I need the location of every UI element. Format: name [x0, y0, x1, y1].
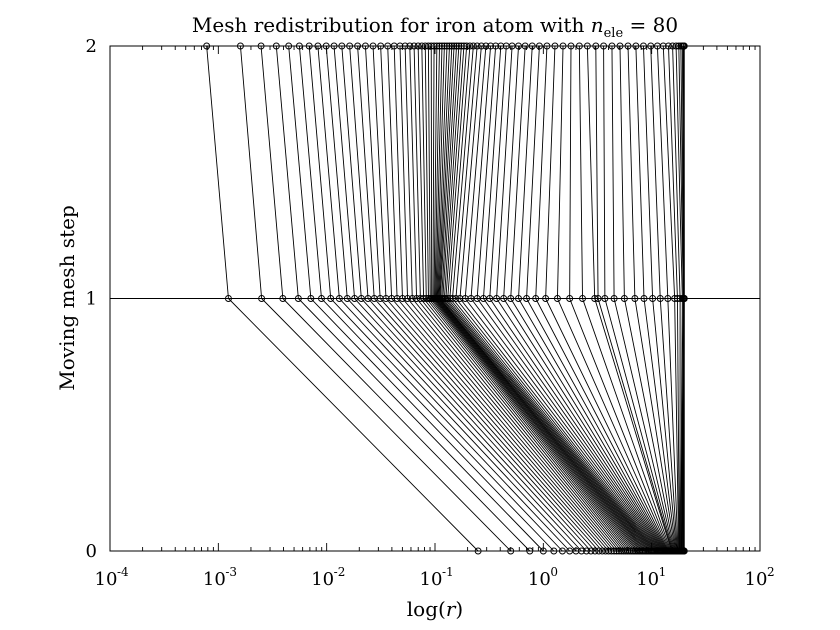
mesh-node-marker — [493, 295, 501, 302]
mesh-node-marker — [413, 295, 421, 302]
mesh-node-marker — [388, 295, 396, 302]
mesh-node-marker — [404, 295, 411, 302]
mesh-node-marker — [594, 295, 602, 302]
x-tick-exponent: -2 — [334, 565, 346, 579]
mesh-node-marker — [507, 295, 515, 302]
mesh-node-marker — [554, 295, 561, 302]
mesh-node-marker — [444, 295, 452, 302]
x-tick-exponent: -1 — [442, 565, 454, 579]
axis-ticks — [109, 45, 761, 552]
mesh-node-marker — [523, 295, 530, 302]
x-tick-label: 10 -2 — [311, 565, 345, 590]
mesh-node-marker — [680, 295, 688, 302]
x-tick-base: 10 — [95, 569, 118, 590]
x-tick-base: 10 — [311, 569, 334, 590]
x-tick-label: 10 -3 — [203, 565, 237, 590]
x-tick-labels: 10 -4 10 -3 10 -2 10 -1 10 0 10 1 10 2 — [95, 565, 775, 590]
mesh-node-marker — [258, 295, 266, 302]
mesh-node-marker — [620, 295, 628, 302]
mesh-node-marker — [420, 295, 428, 302]
x-tick-label: 10 0 — [528, 565, 558, 590]
mesh-node-marker — [542, 295, 550, 302]
mesh-node-marker — [393, 295, 401, 302]
mesh-node-marker — [532, 295, 540, 302]
mesh-node-marker — [279, 295, 287, 302]
mesh-node-marker — [664, 295, 672, 302]
mesh-node-marker — [500, 295, 508, 302]
x-tick-exponent: 0 — [550, 565, 558, 579]
mesh-node-marker — [357, 295, 365, 302]
x-tick-exponent: 2 — [767, 565, 775, 579]
mesh-node-marker — [591, 295, 599, 302]
mesh-node-marker — [566, 295, 574, 302]
mesh-node-marker — [601, 295, 609, 302]
y-tick-label: 0 — [86, 541, 97, 562]
mesh-node-marker — [408, 295, 416, 302]
x-tick-base: 10 — [203, 569, 226, 590]
chart-title: Mesh redistribution for iron atom with n… — [192, 13, 678, 41]
mesh-node-marker — [335, 295, 343, 302]
mesh-node-marker — [294, 295, 302, 302]
mesh-node-marker — [676, 295, 684, 302]
x-tick-exponent: 1 — [659, 565, 667, 579]
mesh-node-marker — [649, 295, 657, 302]
x-tick-label: 10 -4 — [95, 565, 130, 590]
mesh-node-marker — [452, 295, 460, 302]
mesh-node-marker — [343, 295, 351, 302]
mesh-node-marker — [486, 295, 494, 302]
mesh-node-marker — [631, 295, 639, 302]
mesh-node-marker — [422, 295, 430, 302]
mesh-node-marker — [399, 295, 406, 302]
x-tick-label: 10 2 — [745, 565, 775, 590]
x-tick-base: 10 — [420, 569, 443, 590]
mesh-node-marker — [327, 295, 335, 302]
x-tick-label: 10 -1 — [420, 565, 454, 590]
mesh-node-marker — [610, 295, 618, 302]
y-tick-label: 1 — [86, 289, 97, 310]
x-tick-base: 10 — [636, 569, 659, 590]
mesh-node-marker — [224, 295, 232, 302]
x-axis-label: log(r) — [407, 597, 463, 621]
mesh-node-marker — [515, 295, 522, 302]
y-tick-label: 2 — [86, 36, 97, 57]
x-tick-exponent: -3 — [225, 565, 237, 579]
mesh-node-marker — [449, 295, 456, 302]
x-tick-base: 10 — [745, 569, 768, 590]
mesh-node-marker — [442, 295, 450, 302]
x-tick-label: 10 1 — [636, 565, 666, 590]
x-tick-base: 10 — [528, 569, 551, 590]
y-axis-label: Moving mesh step — [55, 205, 79, 391]
mesh-node-marker — [351, 295, 359, 302]
mesh-node-marker — [307, 295, 315, 302]
mesh-node-marker — [579, 295, 586, 302]
mesh-node-marker — [318, 295, 325, 302]
mesh-node-marker — [456, 295, 464, 302]
mesh-node-marker — [656, 295, 664, 302]
y-tick-labels: 0 1 2 — [86, 36, 97, 562]
mesh-node-marker — [671, 295, 679, 302]
mesh-node-marker — [640, 295, 648, 302]
x-tick-exponent: -4 — [117, 565, 129, 579]
